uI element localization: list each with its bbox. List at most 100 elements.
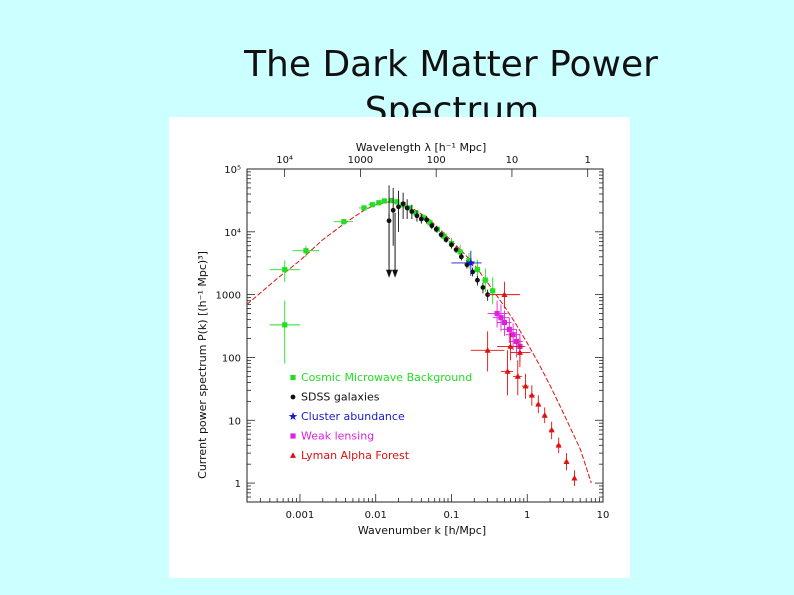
data-point: [457, 249, 463, 255]
data-point: [414, 213, 420, 219]
data-point: [501, 319, 508, 326]
legend-label: Cosmic Microwave Background: [301, 371, 472, 384]
data-point: [427, 220, 433, 226]
data-point: [388, 197, 394, 204]
plot-area: [247, 185, 592, 486]
legend-marker: [290, 394, 296, 400]
legend: [288, 374, 298, 458]
data-point: [376, 200, 382, 206]
data-point: [390, 207, 396, 213]
x-tick-label: 10: [597, 510, 610, 521]
top-tick-label: 1: [585, 155, 591, 166]
series-4: [470, 281, 578, 486]
data-point: [404, 205, 410, 211]
power-spectrum-chart: Wavelength λ [h⁻¹ Mpc] Wavenumber k [h/M…: [196, 141, 610, 537]
slide-title-line-1: The Dark Matter Power: [244, 44, 658, 86]
data-point: [514, 373, 521, 379]
data-point: [535, 401, 542, 407]
upper-limit-arrow-head: [392, 269, 399, 278]
x-tick-label: 0.01: [365, 510, 387, 521]
data-point: [443, 237, 449, 243]
legend-label: Weak lensing: [301, 430, 374, 443]
y-tick-label: 100: [222, 353, 241, 364]
legend-label: SDSS galaxies: [301, 391, 380, 404]
legend-marker: [290, 433, 296, 439]
chart-card: Wavelength λ [h⁻¹ Mpc] Wavenumber k [h/M…: [169, 117, 630, 578]
data-point: [484, 347, 491, 353]
data-point: [282, 267, 288, 273]
data-point: [480, 285, 486, 290]
y-tick-label: 1: [235, 479, 241, 490]
data-point: [418, 216, 424, 222]
data-point: [506, 326, 512, 332]
data-point: [516, 349, 523, 355]
data-point: [453, 247, 459, 253]
data-point: [563, 458, 570, 464]
data-point: [494, 310, 500, 317]
data-point: [474, 267, 481, 273]
y-axis-label: Current power spectrum P(k) [(h⁻¹ Mpc)³]: [196, 251, 209, 479]
data-point: [449, 242, 454, 248]
data-point: [548, 426, 555, 433]
data-point: [400, 201, 406, 207]
data-point: [458, 254, 464, 260]
data-point: [555, 442, 562, 448]
x-tick-label: 0.1: [444, 510, 460, 521]
data-point: [475, 277, 480, 283]
y-tick-label: 10: [228, 416, 241, 427]
data-point: [406, 205, 413, 211]
data-point: [429, 223, 435, 229]
data-point: [504, 368, 511, 374]
data-point: [507, 343, 514, 349]
data-point: [433, 226, 439, 232]
plot-frame: [246, 168, 604, 503]
data-point: [303, 248, 309, 254]
data-point: [438, 232, 444, 238]
data-point: [522, 382, 529, 389]
data-point: [369, 202, 375, 208]
data-point: [513, 338, 520, 345]
y-tick-label: 10⁵: [224, 165, 241, 176]
data-point: [466, 258, 476, 267]
data-point: [341, 219, 347, 225]
top-tick-label: 1000: [348, 155, 373, 166]
data-point: [498, 315, 504, 321]
legend-marker: [290, 374, 296, 381]
data-point: [482, 277, 488, 283]
legend-label: Lyman Alpha Forest: [301, 449, 410, 462]
data-point: [396, 204, 401, 210]
top-tick-label: 10: [506, 155, 519, 166]
data-point: [571, 474, 578, 481]
legend-label: Cluster abundance: [301, 410, 405, 423]
data-point: [441, 233, 447, 239]
data-point: [466, 257, 472, 264]
upper-limit-arrow-head: [386, 269, 393, 278]
top-tick-label: 10⁴: [276, 155, 293, 166]
x-tick-label: 1: [524, 510, 530, 521]
y-tick-label: 10⁴: [224, 228, 241, 239]
series-1: [386, 185, 491, 301]
data-point: [541, 412, 548, 418]
y-tick-label: 1000: [216, 291, 241, 302]
data-point: [464, 262, 470, 268]
top-axis-label: Wavelength λ [h⁻¹ Mpc]: [356, 141, 487, 154]
data-point: [501, 291, 508, 298]
x-axis-label: Wavenumber k [h/Mpc]: [358, 524, 486, 537]
data-point: [470, 269, 475, 275]
slide-title: The Dark Matter Power Spectrum: [0, 42, 794, 134]
data-point: [381, 198, 387, 204]
legend-marker: [290, 452, 296, 458]
data-point: [528, 392, 535, 398]
data-point: [282, 322, 288, 328]
data-point: [409, 209, 415, 214]
data-point: [490, 288, 496, 294]
data-point: [361, 205, 367, 211]
model-curve: [247, 201, 592, 484]
top-tick-label: 100: [427, 155, 446, 166]
data-point: [510, 332, 516, 338]
series-0: [269, 197, 496, 364]
legend-marker: [288, 412, 298, 421]
data-point: [424, 217, 430, 223]
data-point: [394, 199, 400, 205]
data-point: [413, 210, 419, 216]
